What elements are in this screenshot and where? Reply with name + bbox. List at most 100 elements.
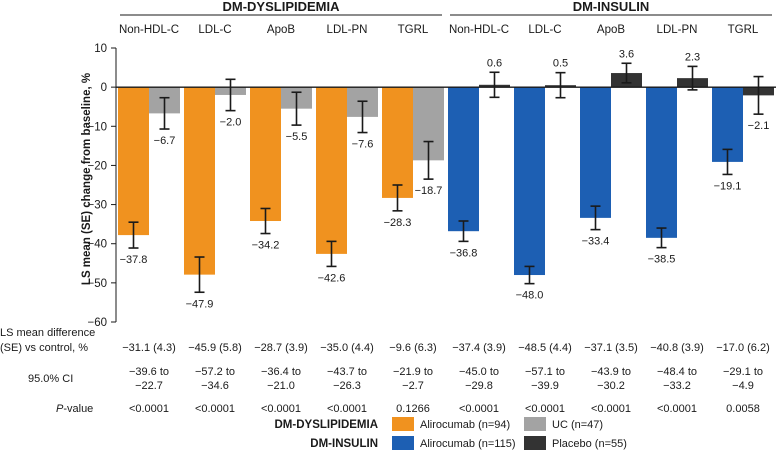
stats-cell: <0.0001	[525, 403, 565, 415]
legend-swatch	[392, 417, 414, 431]
stats-cell: −45.9 (5.8)	[188, 342, 242, 354]
data-label: −33.4	[582, 236, 610, 248]
data-label: −2.1	[748, 120, 770, 132]
bar	[448, 87, 479, 232]
stats-cell: −29.8	[465, 380, 493, 392]
stats-cell: −26.3	[333, 380, 361, 392]
stats-cell: −22.7	[135, 380, 163, 392]
data-label: −48.0	[516, 290, 544, 302]
stats-cell: −45.0 to	[459, 366, 499, 378]
data-label: −42.6	[318, 272, 346, 284]
stats-cell: −36.4 to	[261, 366, 301, 378]
stats-cell: −31.1 (4.3)	[122, 342, 176, 354]
stats-cell: −40.8 (3.9)	[650, 342, 704, 354]
y-tick-label: −40	[87, 239, 107, 251]
category-label: LDL-PN	[657, 24, 698, 36]
y-axis-title: LS mean (SE) change from baseline, %	[81, 73, 93, 285]
stats-cell: −57.2 to	[195, 366, 235, 378]
data-label: −28.3	[384, 217, 412, 229]
legend-label: Placebo (n=55)	[552, 438, 627, 450]
y-tick-label: 0	[101, 82, 107, 94]
stats-cell: <0.0001	[657, 403, 697, 415]
data-label: −47.9	[186, 298, 214, 310]
stats-cell: −39.9	[531, 380, 559, 392]
stats-cell: −43.9 to	[591, 366, 631, 378]
stats-cell: −9.6 (6.3)	[389, 342, 436, 354]
stats-cell: −48.4 to	[657, 366, 697, 378]
category-label: Non-HDL-C	[449, 24, 509, 36]
stats-cell: <0.0001	[459, 403, 499, 415]
legend-label: Alirocumab (n=94)	[420, 419, 510, 431]
stats-cell: −35.0 (4.4)	[320, 342, 374, 354]
stats-cell: <0.0001	[129, 403, 169, 415]
stats-cell: <0.0001	[195, 403, 235, 415]
legend-label: UC (n=47)	[552, 419, 603, 431]
group-header: DM-INSULIN	[573, 0, 650, 14]
stats-cell: −34.6	[201, 380, 229, 392]
data-label: −5.5	[286, 131, 308, 143]
data-label: −7.6	[352, 139, 374, 151]
y-tick-label: −30	[87, 200, 107, 212]
data-label: −38.5	[648, 254, 676, 266]
category-label: Non-HDL-C	[119, 24, 179, 36]
stats-cell: −30.2	[597, 380, 625, 392]
bar	[184, 87, 215, 275]
stats-cell: −2.7	[402, 380, 424, 392]
bar	[580, 87, 611, 218]
stats-row-label: LS mean difference	[0, 327, 95, 339]
data-label: −37.8	[120, 254, 148, 266]
stats-row-label: 95.0% CI	[28, 373, 73, 385]
stats-cell: −28.7 (3.9)	[254, 342, 308, 354]
category-label: LDL-C	[198, 24, 231, 36]
stats-cell: 0.0058	[726, 403, 760, 415]
stats-cell: −57.1 to	[525, 366, 565, 378]
legend-swatch	[392, 436, 414, 450]
stats-cell: −21.9 to	[393, 366, 433, 378]
category-label: TGRL	[728, 24, 759, 36]
legend-label: Alirocumab (n=115)	[420, 438, 515, 450]
data-label: 2.3	[685, 51, 700, 63]
bar	[250, 87, 281, 222]
data-label: 0.5	[553, 58, 568, 70]
legend-swatch	[524, 436, 546, 450]
stats-cell: −48.5 (4.4)	[518, 342, 572, 354]
data-label: −36.8	[450, 247, 478, 259]
category-label: LDL-C	[528, 24, 561, 36]
legend-heading: DM-INSULIN	[310, 438, 378, 450]
stats-cell: −17.0 (6.2)	[716, 342, 770, 354]
legend-swatch	[524, 417, 546, 431]
data-label: −18.7	[415, 185, 443, 197]
category-label: TGRL	[398, 24, 429, 36]
stats-cell: −21.0	[267, 380, 295, 392]
group-header: DM-DYSLIPIDEMIA	[223, 0, 341, 14]
y-tick-label: 10	[94, 43, 107, 55]
data-label: −2.0	[220, 117, 242, 129]
stats-cell: −4.9	[732, 380, 754, 392]
stats-cell: 0.1266	[396, 403, 430, 415]
stats-cell: −43.7 to	[327, 366, 367, 378]
stats-row-label: P-value	[56, 403, 93, 415]
bar	[382, 87, 413, 198]
stats-cell: −37.4 (3.9)	[452, 342, 506, 354]
y-tick-label: −10	[87, 121, 107, 133]
data-label: −6.7	[154, 135, 176, 147]
bar	[316, 87, 347, 254]
stats-cell: <0.0001	[261, 403, 301, 415]
y-tick-label: −60	[87, 317, 107, 329]
stats-cell: <0.0001	[591, 403, 631, 415]
legend-heading: DM-DYSLIPIDEMIA	[275, 419, 379, 431]
y-tick-label: −20	[87, 160, 107, 172]
stats-cell: −39.6 to	[129, 366, 169, 378]
stats-row-label: (SE) vs control, %	[0, 342, 88, 354]
stats-cell: −33.2	[663, 380, 691, 392]
category-label: ApoB	[597, 24, 625, 36]
category-label: LDL-PN	[327, 24, 368, 36]
y-tick-label: −50	[87, 278, 107, 290]
data-label: 0.6	[487, 57, 502, 69]
bar	[646, 87, 677, 238]
stats-cell: −37.1 (3.5)	[584, 342, 638, 354]
stats-cell: <0.0001	[327, 403, 367, 415]
bar	[514, 87, 545, 276]
data-label: 3.6	[619, 48, 634, 60]
